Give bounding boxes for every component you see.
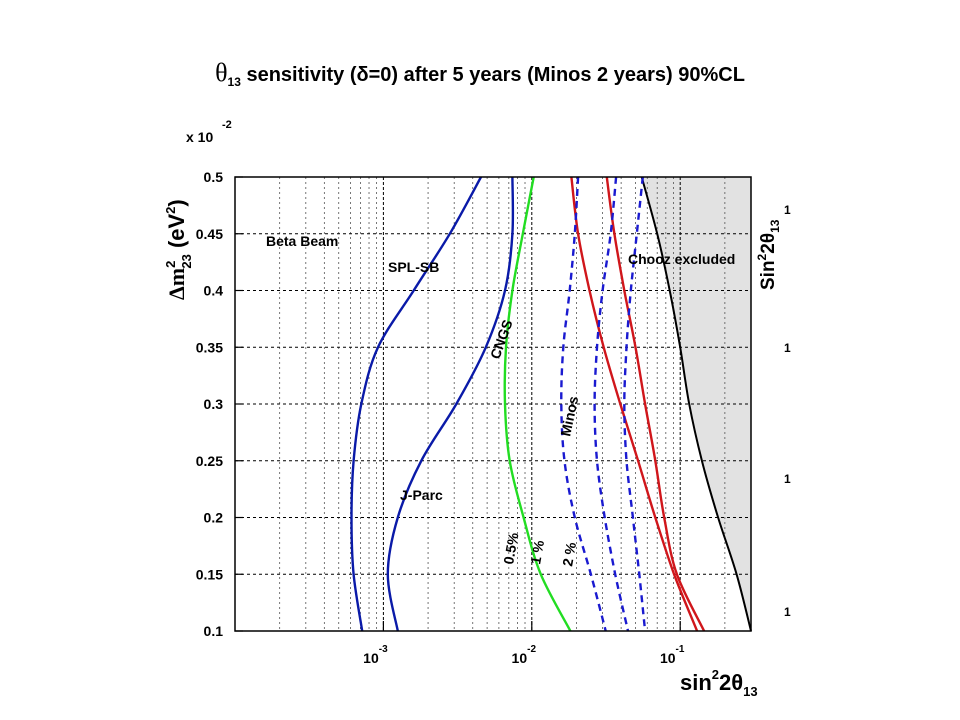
right-tick-label: 1 (784, 203, 791, 217)
y-label-sub: 23 (179, 254, 194, 268)
right-label-sub: 13 (768, 219, 782, 233)
y-tick-label: 0.15 (196, 566, 223, 582)
chart-title: θ13 sensitivity (δ=0) after 5 years (Min… (0, 58, 960, 89)
curve-2 (623, 176, 647, 632)
title-subscript: 13 (227, 75, 241, 89)
axis-ticks: 0.1 0.15 0.2 0.25 0.3 0.35 0.4 0.45 0.5 10-3 10-2 1… (196, 169, 791, 666)
y-tick-label: 0.5 (204, 169, 224, 185)
y-multiplier-exponent: -2 (222, 119, 232, 131)
x-label-main: sin (680, 670, 712, 695)
y-tick-label: 0.35 (196, 339, 223, 355)
right-tick-label: 1 (784, 605, 791, 619)
y-axis-label: Δm223 (eV2) (163, 199, 194, 300)
y-tick-label: 0.45 (196, 226, 223, 242)
curve-beta-beam (350, 176, 483, 632)
chooz-excluded-label: Chooz excluded (628, 251, 735, 267)
two-percent-label: 2 % (559, 540, 579, 567)
x-tick-label: 10-3 (363, 644, 388, 666)
curve-j-parc (503, 176, 572, 632)
y-label-sup: 2 (163, 261, 178, 268)
right-axis-label: Sin22θ13 (755, 219, 782, 290)
x-label-sup: 2 (712, 667, 719, 682)
beta-beam-label: Beta Beam (266, 233, 338, 249)
right-label-sup: 2 (755, 253, 769, 260)
right-tick-label: 1 (784, 341, 791, 355)
curve-spl-sb (386, 176, 515, 632)
right-label-rest: 2θ (758, 233, 779, 254)
x-axis-label: sin22θ13 (680, 667, 758, 699)
y-label-sup2: 2 (163, 207, 178, 214)
y-label-close: ) (164, 199, 189, 206)
y-label-suffix: (eV (164, 213, 189, 254)
y-tick-label: 0.1 (204, 623, 224, 639)
half-percent-label: 0.5% (500, 531, 521, 566)
y-tick-label: 0.3 (204, 396, 224, 412)
title-text: sensitivity (δ=0) after 5 years (Minos 2… (240, 64, 745, 86)
x-tick-label: 10-2 (512, 644, 537, 666)
y-label-prefix: Δm (164, 268, 189, 300)
curve-cngs (570, 176, 699, 632)
y-tick-label: 0.4 (204, 283, 224, 299)
right-tick-label: 1 (784, 472, 791, 486)
y-multiplier-label: x 10 (186, 129, 213, 145)
one-percent-label: 1 % (527, 538, 547, 565)
j-parc-label: J-Parc (400, 487, 443, 503)
curve-1 (593, 176, 630, 632)
sensitivity-curves (350, 176, 752, 632)
right-label-main: Sin (758, 260, 779, 290)
curve-minos (605, 176, 706, 632)
spl-sb-label: SPL-SB (388, 259, 439, 275)
title-theta-symbol: θ (215, 58, 228, 87)
x-label-rest: 2θ (719, 670, 743, 695)
curve-0-5 (560, 176, 607, 632)
curve-chooz (640, 176, 752, 632)
y-tick-label: 0.25 (196, 453, 223, 469)
x-label-sub: 13 (743, 684, 757, 699)
y-tick-label: 0.2 (204, 510, 224, 526)
x-tick-label: 10-1 (660, 644, 685, 666)
